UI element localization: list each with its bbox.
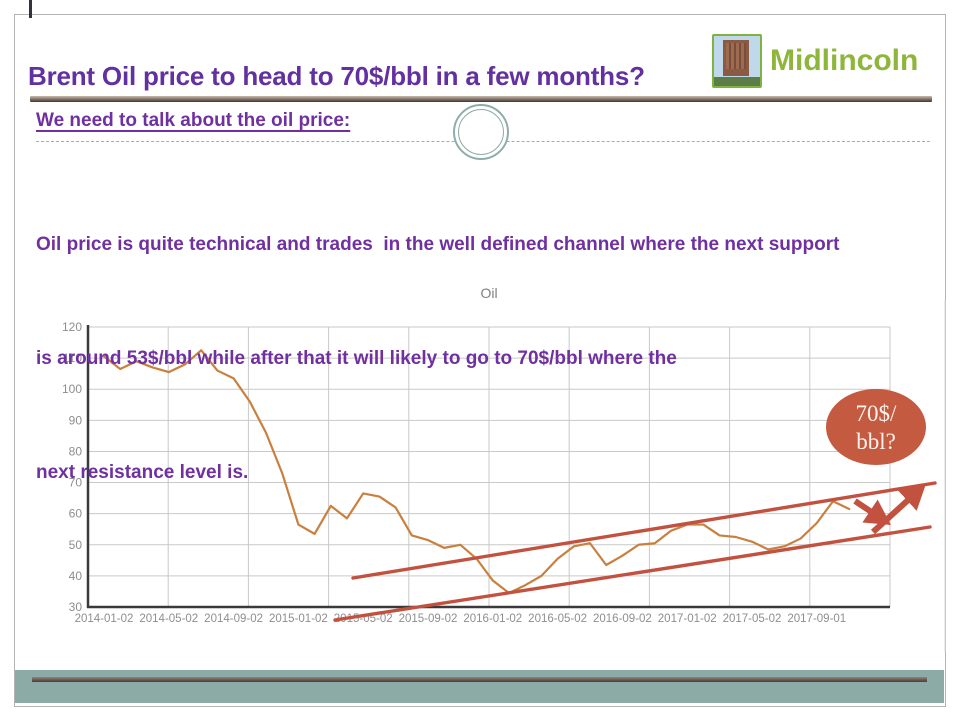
x-tick-label: 2015-05-02 (334, 613, 393, 625)
body-line-1: Oil price is quite technical and trades … (36, 234, 840, 255)
y-tick-label: 60 (69, 507, 83, 521)
corner-tick-decoration (29, 0, 32, 18)
price-target-ellipse (826, 389, 926, 465)
logo-text: Midlincoln (770, 44, 919, 77)
building-logo-icon (712, 34, 762, 88)
slide-title: Brent Oil price to head to 70$/bbl in a … (28, 61, 645, 92)
y-tick-label: 100 (62, 382, 82, 396)
x-tick-label: 2017-09-01 (787, 613, 846, 625)
y-tick-label: 120 (62, 320, 82, 334)
x-tick-label: 2016-09-02 (593, 613, 652, 625)
x-tick-label: 2014-05-02 (139, 613, 198, 625)
midlincoln-logo: Midlincoln (712, 34, 918, 88)
y-tick-label: 80 (69, 444, 83, 458)
body-line-2: is around 53$/bbl while after that it wi… (36, 348, 677, 369)
y-tick-label: 40 (69, 569, 83, 583)
body-paragraph: Oil price is quite technical and trades … (36, 150, 936, 530)
price-target-label-line1: 70$/ (856, 401, 898, 426)
footer-divider-bar (32, 677, 927, 682)
y-tick-label: 50 (69, 538, 83, 552)
y-tick-label: 110 (63, 351, 82, 365)
circle-decoration-inner (458, 109, 504, 155)
chart-title: Oil (480, 285, 497, 301)
x-tick-label: 2015-09-02 (399, 613, 458, 625)
x-tick-label: 2017-01-02 (658, 613, 717, 625)
y-tick-label: 30 (69, 600, 83, 614)
y-tick-label: 90 (69, 413, 83, 427)
x-tick-label: 2017-05-02 (723, 613, 782, 625)
x-tick-label: 2016-05-02 (528, 613, 587, 625)
oil-price-chart: Oil 30 40 50 60 70 80 90 100 110 120 2014-01-02 2014… (62, 285, 946, 652)
bush-shape (714, 77, 760, 86)
x-tick-label: 2014-09-02 (204, 613, 263, 625)
y-tick-label: 70 (69, 476, 83, 490)
body-line-3: next resistance level is. (36, 462, 249, 483)
x-tick-label: 2014-01-02 (75, 613, 134, 625)
x-tick-label: 2015-01-02 (269, 613, 328, 625)
circle-decoration (453, 104, 509, 160)
title-divider-bar (30, 96, 932, 102)
x-tick-label: 2016-01-02 (463, 613, 522, 625)
resistance-trendline (351, 481, 937, 580)
building-shape (723, 40, 749, 76)
support-trendline (333, 525, 932, 622)
price-target-label-line2: bbl? (856, 429, 896, 454)
up-arrow (870, 483, 926, 535)
down-arrow (853, 498, 891, 525)
lead-heading: We need to talk about the oil price: (36, 110, 351, 131)
footer-band (15, 670, 944, 703)
